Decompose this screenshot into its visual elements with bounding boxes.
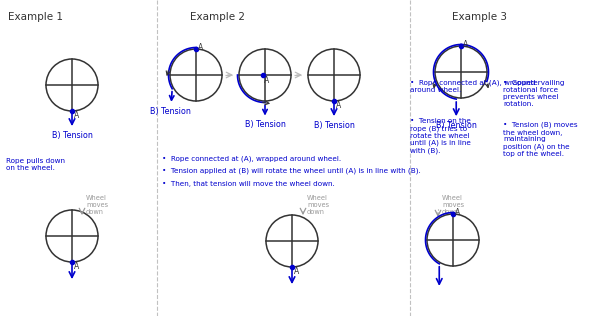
Text: •  Tension applied at (B) will rotate the wheel until (A) is in line with (B).: • Tension applied at (B) will rotate the…: [162, 168, 421, 174]
Text: Example 1: Example 1: [8, 12, 63, 22]
Text: •  Tension (B) moves
the wheel down,
maintaining
position (A) on the
top of the : • Tension (B) moves the wheel down, main…: [503, 122, 578, 157]
Text: A: A: [264, 76, 269, 85]
Text: A: A: [74, 111, 79, 120]
Text: B) Tension: B) Tension: [245, 120, 286, 130]
Text: Example 3: Example 3: [452, 12, 508, 22]
Text: •  Countervailing
rotational force
prevents wheel
rotation.: • Countervailing rotational force preven…: [503, 80, 565, 107]
Text: B) Tension: B) Tension: [314, 121, 355, 130]
Text: A: A: [455, 208, 460, 217]
Text: B) Tension: B) Tension: [52, 131, 92, 140]
Text: A: A: [198, 43, 203, 52]
Text: Rope pulls down
on the wheel.: Rope pulls down on the wheel.: [6, 158, 65, 171]
Text: •  Tension on the
rope (B) tries to
rotate the wheel
until (A) is in line
with (: • Tension on the rope (B) tries to rotat…: [410, 118, 471, 154]
Text: A: A: [74, 262, 79, 271]
Text: Wheel
moves
down: Wheel moves down: [86, 195, 108, 215]
Text: Wheel
moves
down: Wheel moves down: [307, 195, 329, 215]
Text: •  Then, that tension will move the wheel down.: • Then, that tension will move the wheel…: [162, 181, 335, 187]
Text: Example 2: Example 2: [191, 12, 245, 22]
Text: Wheel
moves
down: Wheel moves down: [442, 195, 464, 215]
Text: A: A: [463, 40, 468, 49]
Text: B) Tension: B) Tension: [436, 121, 476, 130]
Text: A: A: [336, 101, 341, 110]
Text: B) Tension: B) Tension: [150, 107, 191, 116]
Text: •  Rope connected at (A), wrapped
around wheel.: • Rope connected at (A), wrapped around …: [410, 80, 536, 94]
Text: •  Rope connected at (A), wrapped around wheel.: • Rope connected at (A), wrapped around …: [162, 155, 341, 161]
Text: A: A: [294, 267, 299, 276]
